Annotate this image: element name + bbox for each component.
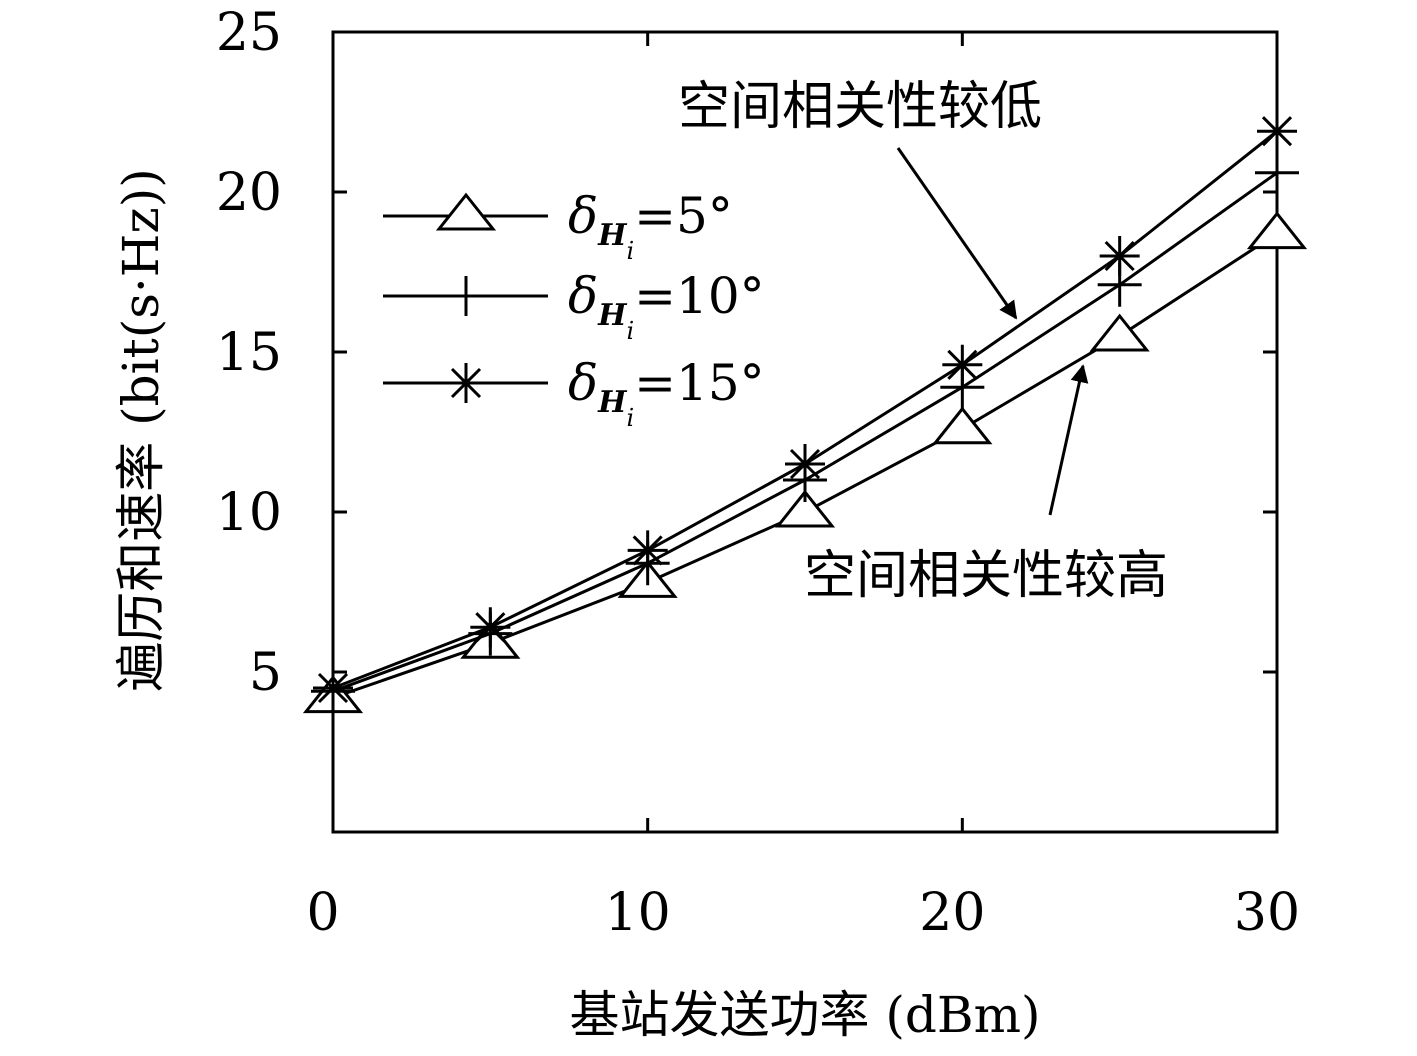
x-tick-label: 30 — [1234, 883, 1300, 943]
triangle-marker — [774, 489, 836, 528]
legend-entry: δHi=10° — [383, 267, 765, 345]
x-tick-label: 0 — [306, 883, 339, 943]
legend-label-15deg: δHi=15° — [568, 354, 765, 432]
annotation-arrow-low — [896, 147, 1018, 320]
x-tick-label: 10 — [605, 883, 671, 943]
series-plus — [311, 150, 1299, 714]
series-layer — [302, 111, 1308, 714]
legend-triangle-marker — [435, 192, 497, 231]
y-tick-label: 15 — [216, 323, 282, 383]
asterisk-marker — [942, 344, 983, 385]
plot-frame — [331, 30, 1279, 834]
asterisk-marker — [785, 444, 825, 484]
series-line — [332, 171, 1278, 693]
y-tick-label: 5 — [249, 643, 282, 703]
y-tick-label: 20 — [216, 163, 282, 223]
legend: δHi=5° δHi=10° δHi=15° — [383, 187, 765, 432]
triangle-marker — [1246, 211, 1308, 250]
triangle-marker — [932, 406, 993, 445]
legend-label-5deg: δHi=5° — [568, 187, 733, 265]
legend-asterisk-marker — [446, 363, 486, 403]
asterisk-marker — [470, 607, 511, 648]
y-tick-label: 10 — [216, 483, 282, 543]
y-tick-label: 25 — [216, 3, 282, 63]
triangle-marker — [1089, 313, 1150, 352]
legend-label-10deg: δHi=10° — [568, 267, 765, 345]
plus-marker — [1255, 150, 1299, 195]
asterisk-marker — [1257, 111, 1297, 152]
axis-ticks — [331, 30, 1279, 832]
x-axis-title: 基站发送功率 (dBm) — [569, 986, 1040, 1044]
asterisk-marker — [627, 530, 668, 571]
asterisk-marker — [313, 668, 353, 708]
y-tick-labels: 5 10 15 20 25 — [216, 3, 282, 703]
legend-entry: δHi=15° — [383, 354, 765, 432]
y-axis-title: 遍历和速率 (bit(s·Hz)) — [112, 168, 170, 692]
series-asterisk — [313, 111, 1297, 708]
annotation-high-correlation: 空间相关性较高 — [804, 546, 1168, 606]
annotation-low-correlation: 空间相关性较低 — [678, 77, 1042, 137]
legend-entry: δHi=5° — [383, 187, 733, 265]
asterisk-marker — [1099, 236, 1140, 276]
annotation-arrow-high — [1048, 364, 1089, 516]
x-tick-label: 20 — [919, 883, 985, 943]
legend-plus-marker — [446, 276, 486, 316]
x-tick-labels: 0 10 20 30 — [306, 883, 1300, 943]
